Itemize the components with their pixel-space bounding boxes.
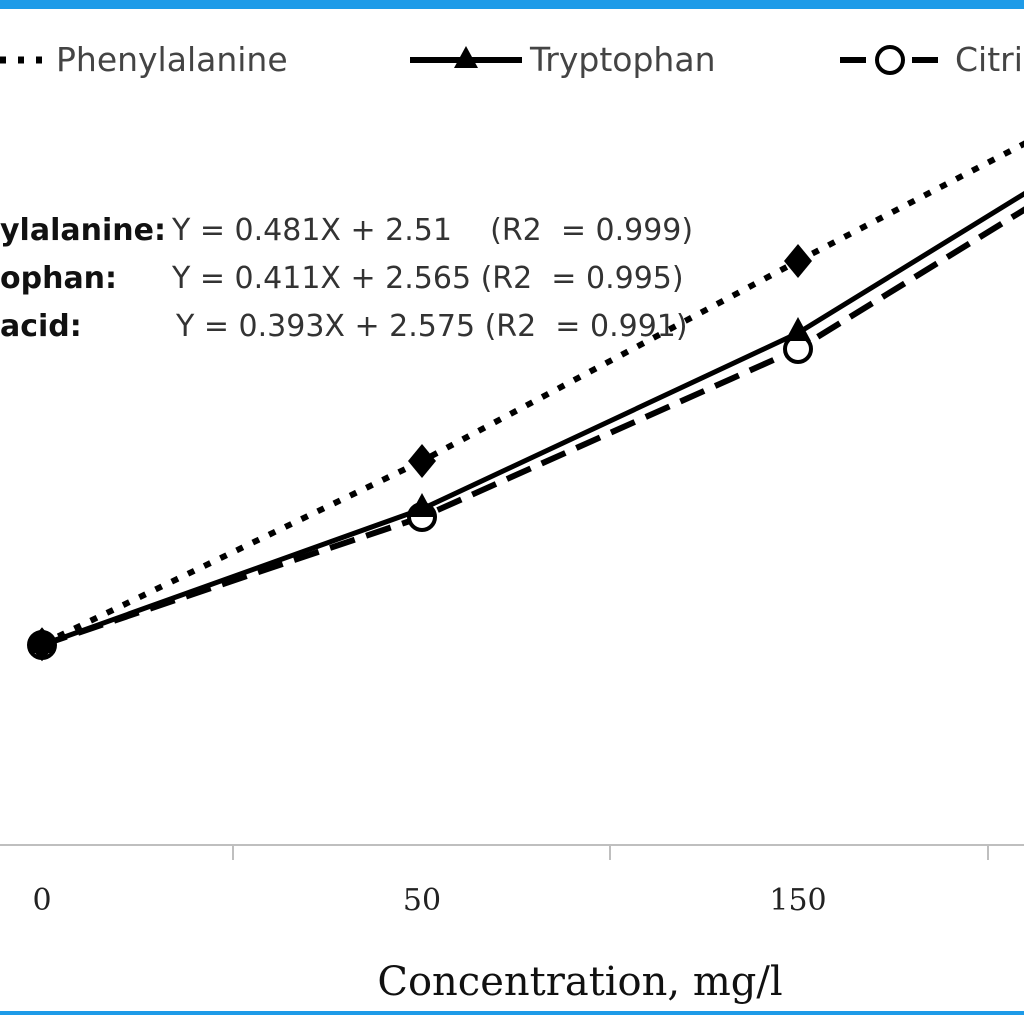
data-point-tryptophan <box>785 317 811 341</box>
series-line-phenylalanine <box>40 140 1024 647</box>
data-point-phenylalanine <box>408 444 436 478</box>
equation-label-citric: acid: <box>0 309 82 344</box>
legend-marker-citric <box>875 45 905 75</box>
data-point-tryptophan <box>409 493 435 517</box>
series-line-tryptophan <box>41 190 1024 648</box>
legend-item-tryptophan: Tryptophan <box>410 40 715 79</box>
x-axis: 0 50 150 Concentration, mg/l <box>0 844 1024 1005</box>
frame-top-border <box>0 0 1024 9</box>
equation-formula-citric: Y = 0.393X + 2.575 (R2 = 0.991) <box>175 309 688 344</box>
x-axis-title: Concentration, mg/l <box>377 959 782 1005</box>
legend-label-tryptophan: Tryptophan <box>529 40 715 79</box>
equation-formula-phenylalanine: Y = 0.481X + 2.51 (R2 = 0.999) <box>171 213 693 248</box>
frame-bottom-border <box>0 1011 1024 1015</box>
legend: Phenylalanine Tryptophan Citri <box>0 40 1023 79</box>
equations-block: ylalanine: Y = 0.481X + 2.51 (R2 = 0.999… <box>0 213 693 344</box>
x-tick-label: 150 <box>769 883 826 918</box>
x-tick-label: 50 <box>403 883 441 918</box>
legend-label-phenylalanine: Phenylalanine <box>56 40 288 79</box>
data-point-phenylalanine <box>784 244 812 278</box>
x-tick-label: 0 <box>32 883 51 918</box>
legend-marker-tryptophan <box>454 46 478 68</box>
equation-label-phenylalanine: ylalanine: <box>0 213 166 248</box>
equation-label-tryptophan: ophan: <box>0 261 117 296</box>
series-line-citri <box>41 206 1024 648</box>
x-axis-ticks: 0 50 150 <box>32 845 989 918</box>
legend-label-citric: Citri <box>955 40 1023 79</box>
legend-item-citric: Citri <box>840 40 1023 79</box>
data-point-phenylalanine <box>28 627 56 662</box>
plot-area <box>27 140 1024 662</box>
legend-item-phenylalanine: Phenylalanine <box>0 40 288 79</box>
equation-formula-tryptophan: Y = 0.411X + 2.565 (R2 = 0.995) <box>171 261 684 296</box>
